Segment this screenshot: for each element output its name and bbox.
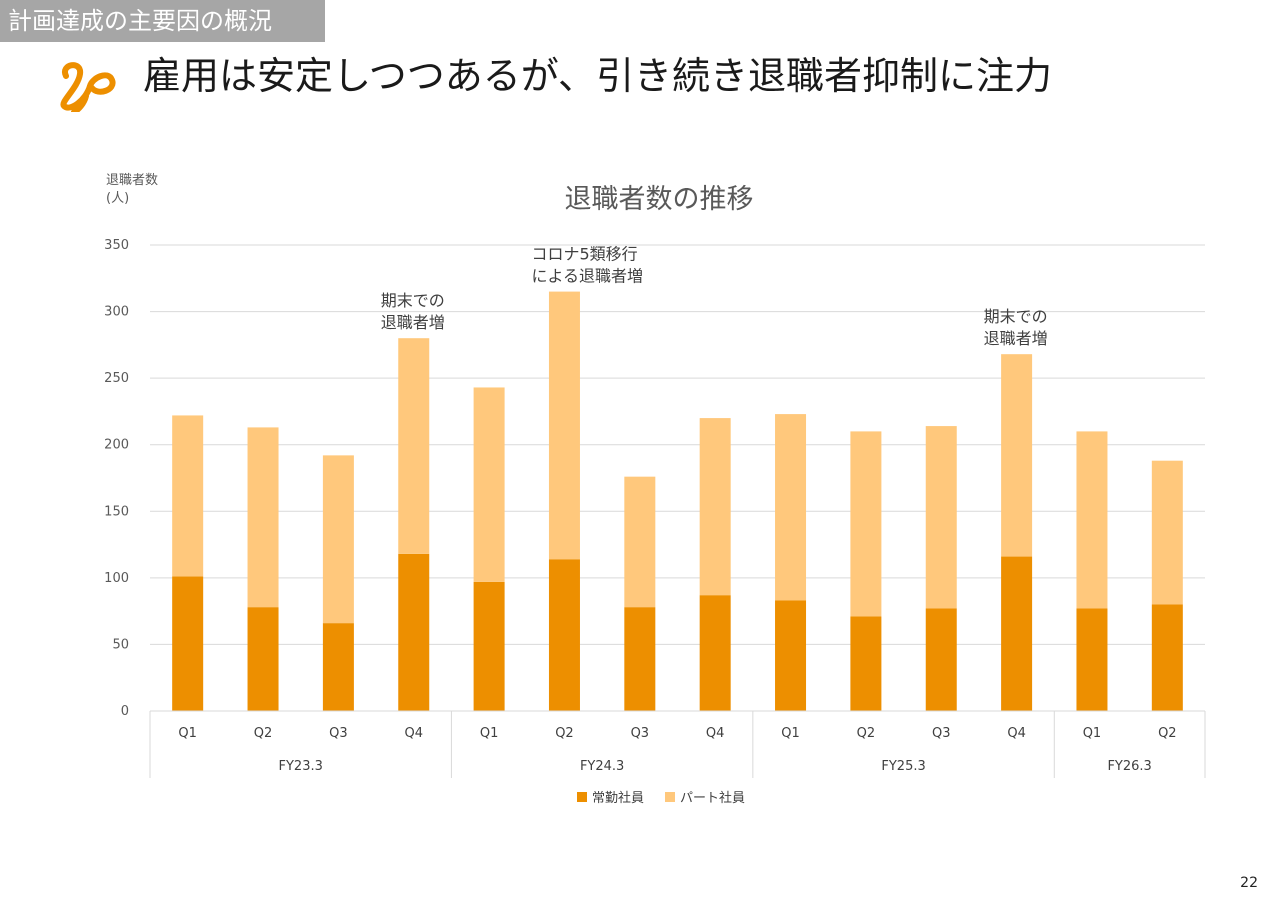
x-tick-label: Q2 bbox=[254, 726, 273, 741]
x-tick-label: Q1 bbox=[1083, 726, 1102, 741]
annotation-text: による退職者増 bbox=[531, 267, 643, 286]
y-tick-label: 300 bbox=[104, 305, 129, 320]
x-tick-label: Q2 bbox=[857, 726, 876, 741]
x-tick-label: Q1 bbox=[178, 726, 197, 741]
bar-regular bbox=[473, 581, 505, 711]
bar-regular bbox=[1076, 608, 1108, 711]
x-tick-label: Q3 bbox=[932, 726, 951, 741]
bar-part bbox=[775, 414, 807, 601]
bar-part bbox=[548, 291, 580, 560]
bar-part bbox=[247, 427, 279, 608]
group-label: FY24.3 bbox=[580, 759, 624, 774]
y-tick-label: 50 bbox=[112, 637, 129, 652]
x-tick-label: Q1 bbox=[781, 726, 800, 741]
x-tick-label: Q2 bbox=[555, 726, 574, 741]
x-tick-label: Q1 bbox=[480, 726, 499, 741]
bar-part bbox=[925, 426, 957, 609]
x-tick-label: Q4 bbox=[404, 726, 423, 741]
group-label: FY26.3 bbox=[1107, 759, 1151, 774]
bar-regular bbox=[398, 553, 430, 711]
x-tick-label: Q4 bbox=[706, 726, 725, 741]
x-tick-label: Q3 bbox=[329, 726, 348, 741]
section-tag: 計画達成の主要因の概況 bbox=[0, 0, 325, 42]
y-axis-label: 退職者数 bbox=[106, 173, 158, 188]
bar-part bbox=[699, 418, 731, 596]
bar-part bbox=[322, 455, 354, 624]
y-tick-label: 200 bbox=[104, 438, 129, 453]
bar-part bbox=[172, 415, 204, 577]
annotation-text: 期末での bbox=[984, 307, 1048, 326]
bar-part bbox=[398, 338, 430, 554]
bar-regular bbox=[699, 595, 731, 711]
bar-regular bbox=[624, 607, 656, 711]
chart-title: 退職者数の推移 bbox=[565, 184, 754, 215]
bar-regular bbox=[548, 559, 580, 711]
y-tick-label: 250 bbox=[104, 371, 129, 386]
bar-regular bbox=[247, 607, 279, 711]
annotation-text: 退職者増 bbox=[381, 313, 445, 332]
legend-label: 常勤社員 bbox=[592, 790, 644, 806]
page-number: 22 bbox=[1240, 875, 1258, 891]
bar-part bbox=[850, 431, 882, 617]
annotation-text: 期末での bbox=[381, 291, 445, 310]
legend-swatch-part bbox=[665, 792, 675, 802]
y-tick-label: 350 bbox=[104, 238, 129, 253]
bar-regular bbox=[775, 600, 807, 711]
y-tick-label: 0 bbox=[121, 704, 129, 719]
bar-regular bbox=[1001, 556, 1033, 711]
bar-regular bbox=[925, 608, 957, 711]
legend-label: パート社員 bbox=[680, 790, 745, 806]
x-tick-label: Q2 bbox=[1158, 726, 1177, 741]
x-tick-label: Q4 bbox=[1007, 726, 1026, 741]
y-tick-label: 100 bbox=[104, 571, 129, 586]
legend-swatch-regular bbox=[577, 792, 587, 802]
bar-regular bbox=[1151, 604, 1183, 711]
x-tick-label: Q3 bbox=[631, 726, 650, 741]
bar-regular bbox=[172, 576, 204, 711]
bar-part bbox=[1151, 460, 1183, 605]
annotation-text: 退職者増 bbox=[984, 329, 1048, 348]
bar-part bbox=[473, 387, 505, 582]
slide-title: 雇用は安定しつつあるが、引き続き退職者抑制に注力 bbox=[143, 54, 1052, 98]
bar-regular bbox=[322, 623, 354, 711]
bar-part bbox=[1076, 431, 1108, 609]
group-label: FY23.3 bbox=[279, 759, 323, 774]
bar-regular bbox=[850, 616, 882, 711]
bar-part bbox=[624, 476, 656, 608]
group-label: FY25.3 bbox=[881, 759, 925, 774]
company-logo-icon bbox=[60, 62, 116, 112]
annotation-text: コロナ5類移行 bbox=[531, 245, 637, 264]
y-axis-unit: (人) bbox=[106, 191, 129, 206]
bar-part bbox=[1001, 354, 1033, 557]
y-tick-label: 150 bbox=[104, 504, 129, 519]
